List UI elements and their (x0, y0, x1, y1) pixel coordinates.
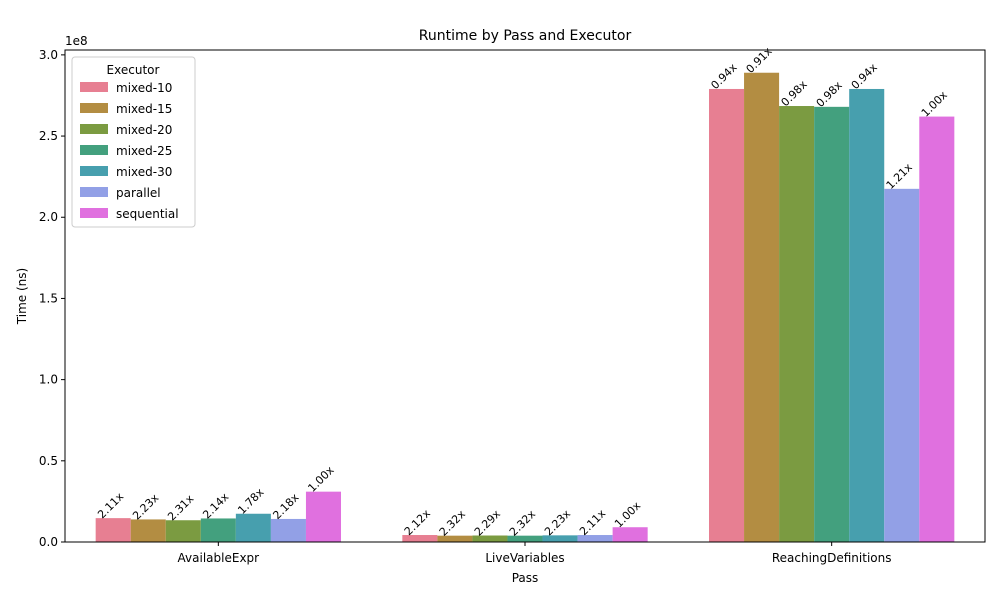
data-label-sequential-LiveVariables: 1.00x (612, 499, 643, 530)
bar-mixed-30-LiveVariables (542, 535, 578, 542)
x-tick-label: LiveVariables (485, 551, 564, 565)
bar-mixed-10-ReachingDefinitions (709, 88, 745, 542)
y-offset-text: 1e8 (65, 34, 88, 48)
legend-swatch-parallel (80, 187, 108, 197)
legend-swatch-mixed-15 (80, 103, 108, 113)
y-axis: 0.0 0.5 1.0 1.5 2.0 2.5 3.0 (39, 48, 65, 549)
legend-label-sequential: sequential (116, 207, 179, 221)
x-tick-label: AvailableExpr (178, 551, 260, 565)
bar-parallel-AvailableExpr (270, 518, 306, 542)
data-label-mixed-30-AvailableExpr: 1.78x (235, 485, 266, 516)
data-label-mixed-10-ReachingDefinitions: 0.94x (708, 61, 739, 92)
legend-items: mixed-10 mixed-15 mixed-20 mixed-25 mixed-30… (80, 81, 179, 221)
y-tick-label: 2.0 (39, 210, 58, 224)
legend-box (71, 56, 196, 228)
x-tick-label: ReachingDefinitions (772, 551, 892, 565)
bar-mixed-25-ReachingDefinitions (814, 106, 850, 543)
legend-swatch-mixed-10 (80, 82, 108, 92)
legend-label-mixed-15: mixed-15 (116, 102, 172, 116)
bar-mixed-30-AvailableExpr (235, 513, 271, 542)
y-tick-label: 1.5 (39, 291, 58, 305)
bar-mixed-20-AvailableExpr (165, 520, 201, 542)
legend-label-mixed-30: mixed-30 (116, 165, 172, 179)
x-axis-label: Pass (512, 571, 539, 585)
bar-sequential-ReachingDefinitions (919, 116, 955, 543)
bar-mixed-20-LiveVariables (472, 535, 508, 542)
legend-title: Executor (107, 63, 160, 77)
y-tick-label: 3.0 (39, 48, 58, 62)
data-label-mixed-15-ReachingDefinitions: 0.91x (744, 44, 775, 75)
bar-mixed-25-AvailableExpr (200, 518, 236, 542)
data-label-parallel-LiveVariables: 2.11x (577, 507, 608, 538)
data-label-mixed-25-LiveVariables: 2.32x (507, 507, 538, 538)
legend-swatch-sequential (80, 208, 108, 218)
data-label-mixed-15-LiveVariables: 2.32x (437, 507, 468, 538)
bar-mixed-15-AvailableExpr (130, 519, 166, 542)
data-label-mixed-25-ReachingDefinitions: 0.98x (814, 78, 845, 109)
bar-mixed-20-ReachingDefinitions (779, 106, 815, 542)
data-label-mixed-10-AvailableExpr: 2.11x (95, 490, 126, 521)
bar-mixed-25-LiveVariables (507, 535, 543, 542)
legend-label-mixed-20: mixed-20 (116, 123, 172, 137)
data-label-sequential-ReachingDefinitions: 1.00x (919, 88, 950, 119)
y-tick-label: 2.5 (39, 129, 58, 143)
data-label-mixed-20-LiveVariables: 2.29x (472, 507, 503, 538)
bar-sequential-LiveVariables (612, 527, 648, 542)
bar-mixed-15-LiveVariables (437, 535, 473, 542)
data-label-mixed-10-LiveVariables: 2.12x (402, 507, 433, 538)
bar-mixed-10-LiveVariables (402, 535, 438, 542)
bar-mixed-15-ReachingDefinitions (744, 72, 780, 543)
data-label-sequential-AvailableExpr: 1.00x (305, 463, 336, 494)
data-label-mixed-30-LiveVariables: 2.23x (542, 507, 573, 538)
bar-parallel-ReachingDefinitions (884, 188, 920, 543)
data-label-parallel-AvailableExpr: 2.18x (270, 491, 301, 522)
data-label-mixed-20-ReachingDefinitions: 0.98x (779, 78, 810, 109)
legend-label-parallel: parallel (116, 186, 161, 200)
legend: Executor mixed-10 mixed-15 mixed-20 mixed-2… (71, 56, 196, 228)
data-label-parallel-ReachingDefinitions: 1.21x (884, 160, 915, 191)
y-tick-label: 1.0 (39, 373, 58, 387)
legend-label-mixed-10: mixed-10 (116, 81, 172, 95)
data-label-mixed-30-ReachingDefinitions: 0.94x (849, 61, 880, 92)
chart-title: Runtime by Pass and Executor (419, 28, 632, 44)
x-axis: AvailableExpr LiveVariables ReachingDefini… (178, 542, 892, 565)
data-label-mixed-15-AvailableExpr: 2.23x (130, 491, 161, 522)
y-tick-label: 0.0 (39, 535, 58, 549)
bar-sequential-AvailableExpr (305, 491, 341, 542)
bars-layer (95, 72, 955, 543)
legend-swatch-mixed-30 (80, 166, 108, 176)
y-axis-label: Time (ns) (15, 268, 29, 325)
bar-mixed-30-ReachingDefinitions (849, 88, 885, 542)
data-label-mixed-20-AvailableExpr: 2.31x (165, 492, 196, 523)
bar-parallel-LiveVariables (577, 535, 613, 542)
data-label-mixed-25-AvailableExpr: 2.14x (200, 490, 231, 521)
bar-mixed-10-AvailableExpr (95, 518, 131, 542)
legend-swatch-mixed-20 (80, 124, 108, 134)
legend-label-mixed-25: mixed-25 (116, 144, 172, 158)
legend-swatch-mixed-25 (80, 145, 108, 155)
y-tick-label: 0.5 (39, 454, 58, 468)
